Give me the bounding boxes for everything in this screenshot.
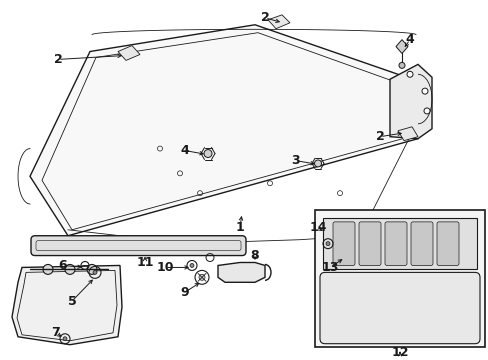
FancyBboxPatch shape — [410, 222, 432, 265]
FancyBboxPatch shape — [319, 273, 479, 344]
Text: 13: 13 — [321, 261, 338, 274]
Text: 11: 11 — [136, 256, 153, 269]
Text: 12: 12 — [390, 346, 408, 359]
Text: 2: 2 — [54, 53, 62, 66]
Circle shape — [93, 270, 97, 274]
Circle shape — [203, 149, 212, 157]
Text: 9: 9 — [181, 286, 189, 299]
Circle shape — [406, 71, 412, 77]
Circle shape — [325, 242, 329, 246]
FancyBboxPatch shape — [314, 210, 484, 347]
Polygon shape — [395, 40, 407, 54]
Text: 6: 6 — [59, 259, 67, 272]
Circle shape — [398, 62, 404, 68]
Circle shape — [421, 88, 427, 94]
Text: 7: 7 — [52, 326, 60, 339]
Text: 8: 8 — [250, 249, 259, 262]
Circle shape — [43, 265, 53, 274]
Polygon shape — [12, 265, 122, 345]
Polygon shape — [389, 64, 431, 139]
Polygon shape — [267, 15, 289, 29]
Circle shape — [314, 160, 321, 167]
Polygon shape — [218, 262, 264, 282]
FancyBboxPatch shape — [31, 236, 245, 256]
Polygon shape — [118, 46, 140, 60]
Polygon shape — [397, 127, 417, 141]
FancyBboxPatch shape — [332, 222, 354, 265]
Text: 5: 5 — [67, 294, 76, 307]
Text: 4: 4 — [180, 144, 189, 157]
Circle shape — [199, 274, 204, 280]
Text: 10: 10 — [156, 261, 173, 274]
Text: 14: 14 — [308, 221, 326, 234]
Text: 1: 1 — [235, 221, 244, 234]
Polygon shape — [30, 25, 417, 236]
Circle shape — [63, 337, 67, 341]
Circle shape — [190, 264, 194, 267]
Text: 3: 3 — [290, 154, 299, 167]
FancyBboxPatch shape — [358, 222, 380, 265]
FancyBboxPatch shape — [384, 222, 406, 265]
Circle shape — [423, 108, 429, 114]
Text: 2: 2 — [375, 130, 384, 143]
Text: 4: 4 — [405, 33, 413, 46]
Circle shape — [87, 265, 97, 274]
FancyBboxPatch shape — [436, 222, 458, 265]
FancyBboxPatch shape — [323, 218, 476, 269]
Text: 2: 2 — [260, 11, 269, 24]
Circle shape — [65, 265, 75, 274]
